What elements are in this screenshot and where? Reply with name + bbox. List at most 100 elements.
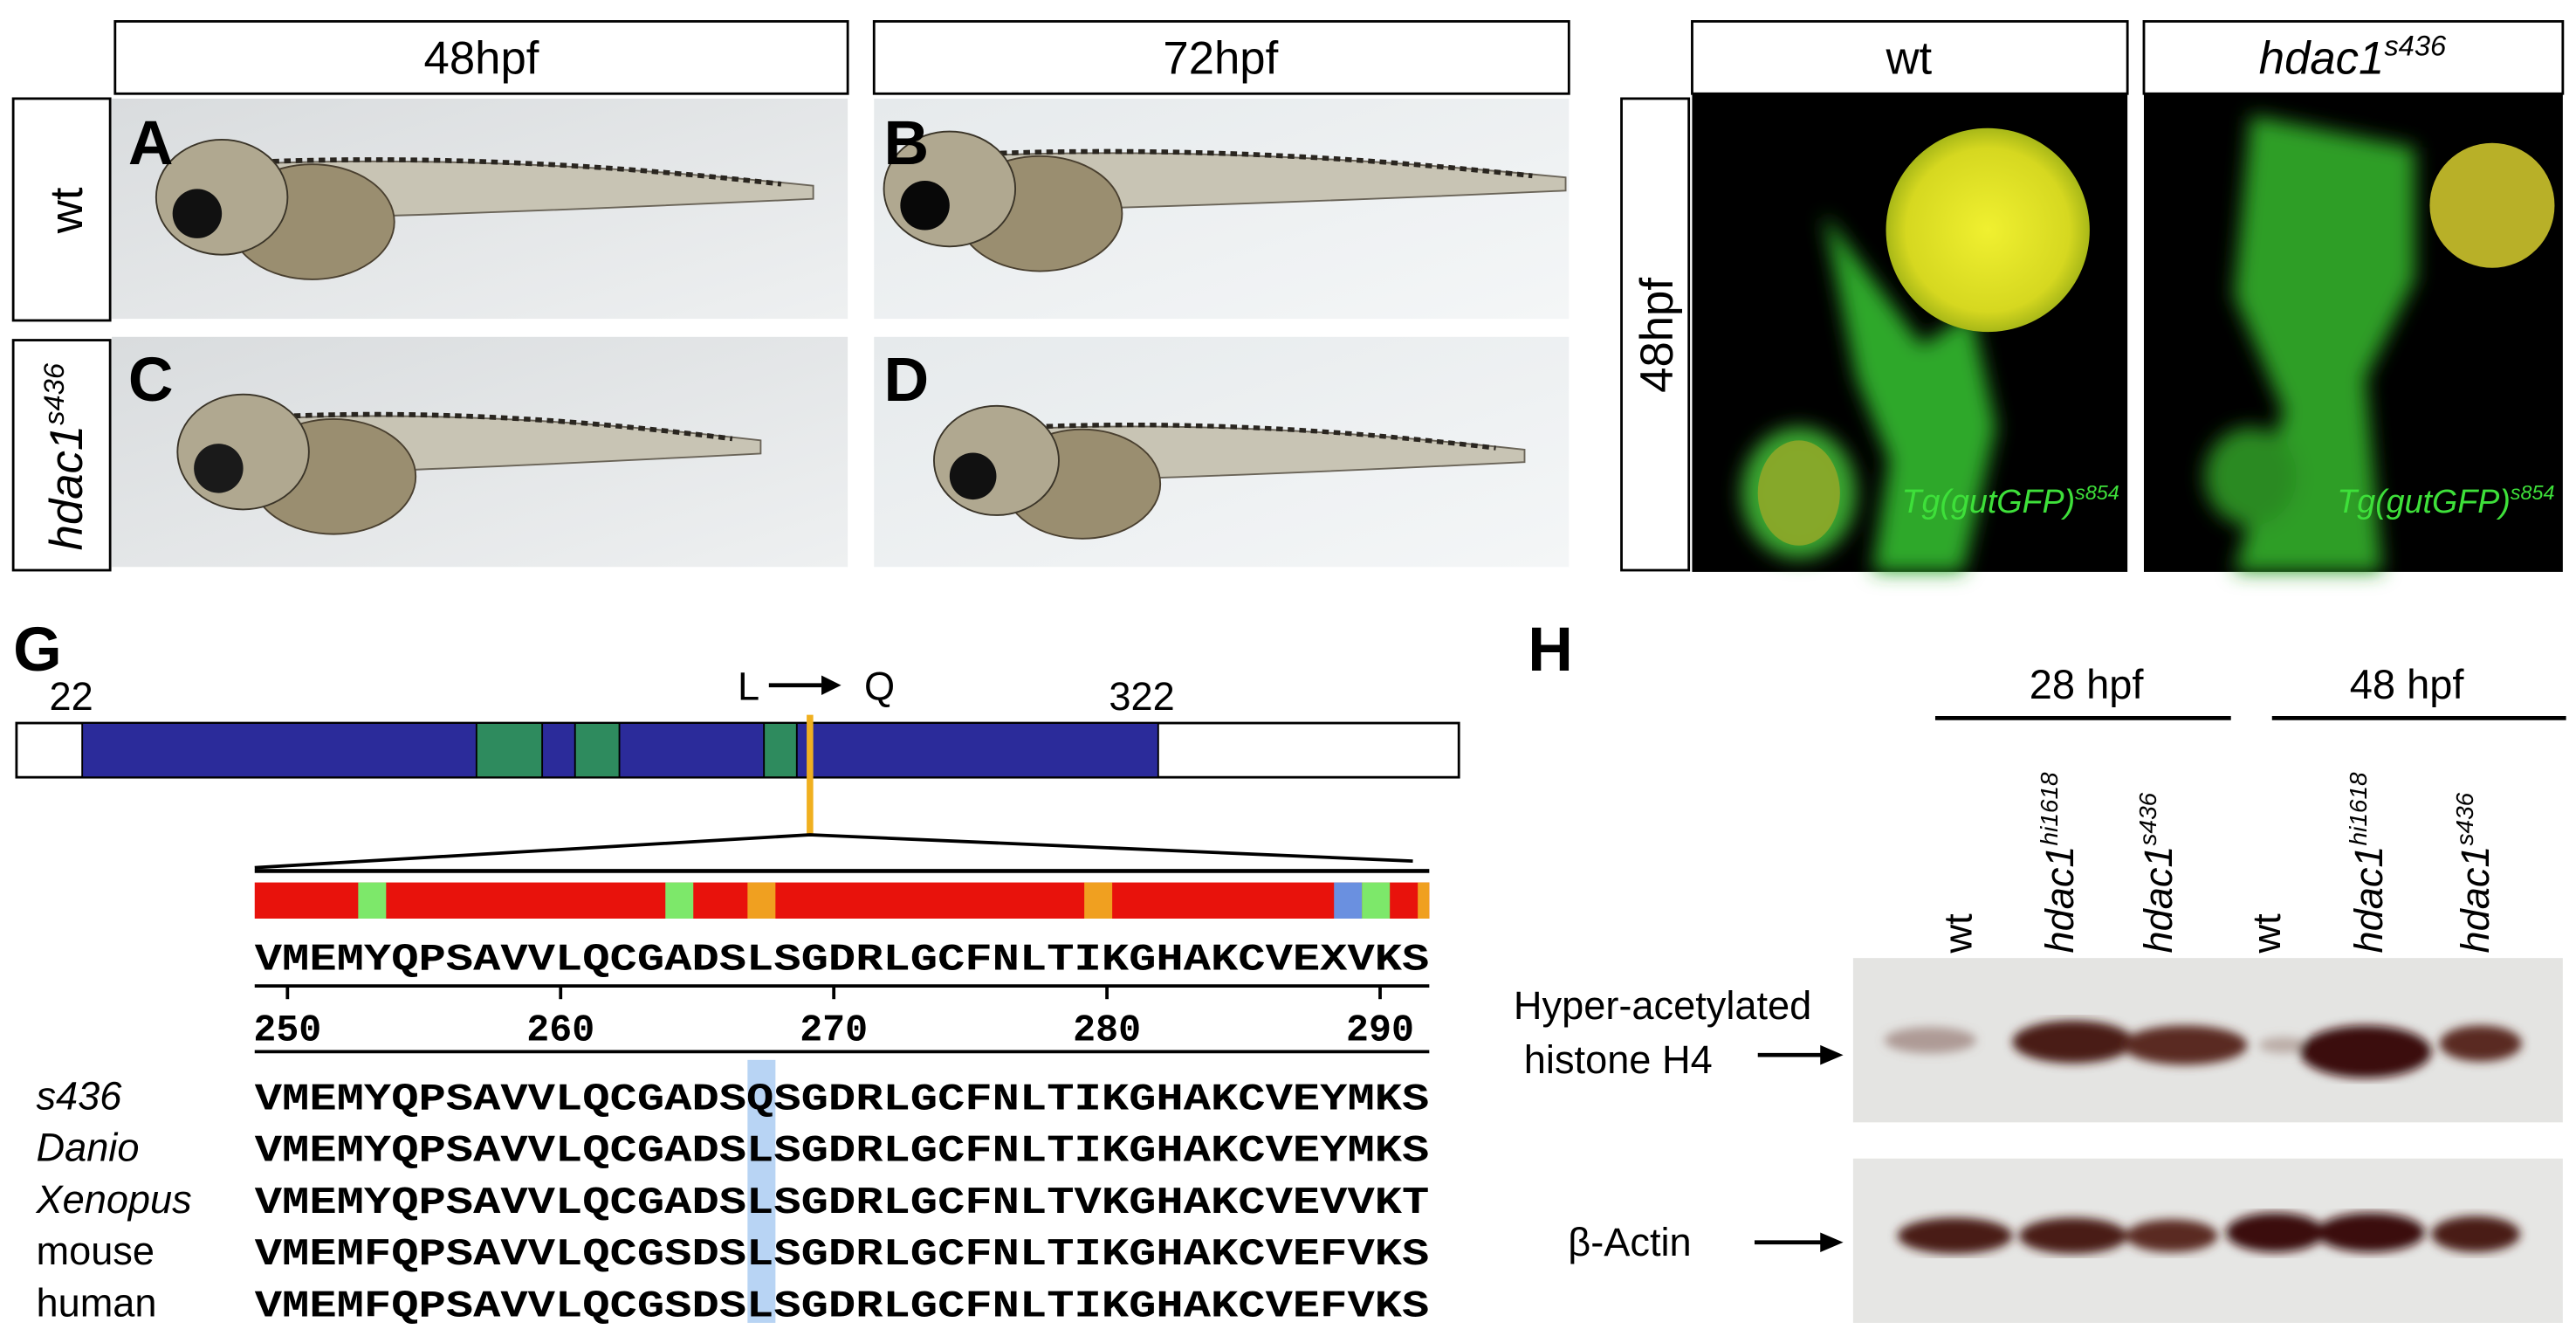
panel-letter: A [128,108,174,178]
panel-letter: C [128,345,174,415]
larva-eye [900,181,950,231]
larva-pigment [259,411,733,442]
aligned-sequence: VMEMFQPSAVVLQCGSDSLSGDRLGCFNLTIKGHAKCVEF… [255,1284,1430,1327]
larva [933,404,1526,540]
larva-pigment [237,157,782,187]
panel-letter: G [13,615,62,685]
column-header-sup: s436 [2384,30,2447,62]
lane-label: wt [2244,913,2289,954]
lane-label-base: hdac1 [2037,845,2082,953]
position-label: 270 [800,1009,868,1051]
lane-label: hdac1hi1618 [2036,772,2082,954]
label-box [11,97,112,322]
gfp-signal-f [2204,114,2415,572]
larva [176,393,762,535]
bands-actin [1897,1212,2520,1254]
aligned-sequence: VMEMYQPSAVVLQCGADSQSGDRLGCFNLTIKGHAKCVEY… [255,1078,1430,1120]
conservation-bar [254,882,1430,919]
blot-label: histone H4 [1524,1037,1713,1082]
larva-eye [949,452,997,500]
arrow-head [1820,1232,1844,1253]
mutation-from: L [738,665,759,709]
species-name: Danio [36,1126,139,1170]
lane-label-sup: s436 [2134,792,2161,845]
stain-label: Prox1 [2469,526,2554,562]
larva [883,130,1567,272]
motif [763,722,798,779]
species-name: human [36,1280,156,1325]
larva-pigment [965,148,1533,179]
transgene-label: Tg(gutGFP)s854 [2337,481,2554,520]
arrow-head [1820,1044,1844,1065]
consensus-sequence: VMEMYQPSAVVLQCGADSLSGDRLGCFNLTIKGHAKCVEX… [255,938,1430,981]
lane-label: hdac1hi1618 [2345,772,2391,954]
label-box [11,339,112,572]
transgene-label-sup: s854 [2075,481,2119,504]
arrow-head [821,675,841,696]
liver-e [1886,127,2090,333]
transgene-label-sup: s854 [2511,481,2555,504]
lane-label: hdac1s436 [2451,792,2497,953]
larva-eye [172,189,223,238]
column-header-base: hdac1 [2259,33,2385,85]
lane-label-base: hdac1 [2453,845,2497,953]
larva-eye [194,444,244,493]
pancreas-e [1757,440,1840,546]
residue-end: 322 [1109,674,1174,719]
label-box [1691,20,2129,95]
row-label-sup: s436 [38,362,70,425]
column-header: wt [1886,33,1933,85]
blot-label: β-Actin [1568,1220,1691,1264]
label-box [1620,97,1691,572]
highlight-column [747,1059,776,1323]
species-name: Xenopus [35,1177,191,1222]
larva-head [155,139,289,256]
motif [475,722,544,779]
lane-label: hdac1s436 [2134,792,2181,953]
zoom-lines [254,833,1413,870]
position-label: 290 [1346,1009,1414,1051]
label-box [872,20,1570,95]
row-label-base: hdac1 [41,425,93,551]
column-header: 72hpf [1163,33,1278,85]
liver-f [2429,142,2555,268]
panel-letter: E [1708,108,1750,178]
panel-letter: B [884,108,930,178]
motif [574,722,621,779]
stain-label: Prox1 [2033,526,2119,562]
species-name: s436 [36,1073,122,1118]
transgene-label-base: Tg(gutGFP) [2337,483,2511,520]
larva-pigment [1012,422,1496,451]
species-name: mouse [36,1229,155,1273]
larva-head [933,404,1060,516]
aligned-sequence: VMEMYQPSAVVLQCGADSLSGDRLGCFNLTVKGHAKCVEV… [255,1181,1430,1224]
lane-label-base: hdac1 [2136,845,2181,953]
label-box [2142,20,2565,95]
mutation-to: Q [864,665,895,709]
row-label: wt [41,187,93,234]
position-label: 260 [526,1009,594,1051]
position-label: 280 [1073,1009,1141,1051]
residue-start: 22 [50,674,93,719]
group-label: 48 hpf [2350,661,2465,707]
aligned-sequence: VMEMYQPSAVVLQCGADSLSGDRLGCFNLTIKGHAKCVEY… [255,1130,1430,1173]
lane-label-sup: hi1618 [2345,772,2372,846]
group-label: 28 hpf [2030,661,2145,707]
larva [155,139,814,280]
lane-label: wt [1935,913,1980,954]
position-label: 250 [253,1009,321,1051]
row-label: 48hpf [1631,278,1683,393]
panel-letter: D [884,345,930,415]
panel-letter: F [2157,108,2195,178]
aligned-sequence: VMEMFQPSAVVLQCGSDSLSGDRLGCFNLTIKGHAKCVEF… [255,1233,1430,1276]
lane-label-base: hdac1 [2346,845,2391,953]
larva-head [176,393,310,511]
transgene-label: Tg(gutGFP)s854 [1902,481,2119,520]
lane-label-sup: hi1618 [2036,772,2063,846]
label-box [113,20,849,95]
panel-letter: H [1528,615,1573,685]
bands-h4 [1884,1020,2522,1078]
column-header: hdac1s436 [2259,30,2447,85]
lane-label-sup: s436 [2451,792,2478,845]
